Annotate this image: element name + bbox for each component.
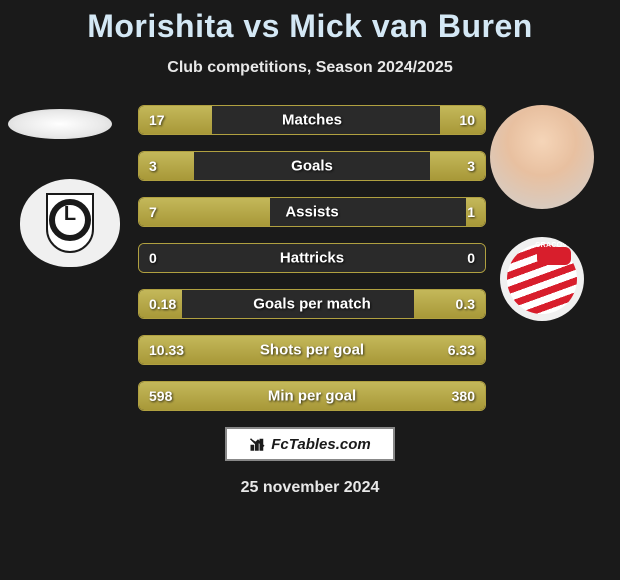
bar-left-fill xyxy=(139,152,194,180)
stat-label: Goals xyxy=(291,158,333,175)
stat-left-value: 17 xyxy=(149,112,165,128)
stat-right-value: 10 xyxy=(459,112,475,128)
chart-icon xyxy=(249,435,267,453)
stat-left-value: 0.18 xyxy=(149,296,176,312)
comparison-title: Morishita vs Mick van Buren xyxy=(0,0,620,45)
cracovia-label: CRACOVIA xyxy=(535,242,575,249)
stat-left-value: 10.33 xyxy=(149,342,184,358)
stat-left-value: 3 xyxy=(149,158,157,174)
stat-bars: 17Matches103Goals37Assists10Hattricks00.… xyxy=(138,105,486,411)
stat-label: Shots per goal xyxy=(260,342,364,359)
player-right-avatar xyxy=(490,105,594,209)
club-right-badge: CRACOVIA xyxy=(500,237,584,321)
stat-row: 7 Assists 1 xyxy=(138,197,486,227)
stat-right-value: 380 xyxy=(452,388,475,404)
stat-label: Goals per match xyxy=(253,296,371,313)
stat-right-value: 0.3 xyxy=(456,296,475,312)
stat-row: 3 Goals 3 xyxy=(138,151,486,181)
stat-label: Hattricks xyxy=(280,250,344,267)
fctables-text: FcTables.com xyxy=(271,436,370,453)
cracovia-crest-icon xyxy=(507,244,577,314)
stat-right-value: 3 xyxy=(467,158,475,174)
player-left-avatar xyxy=(8,109,112,139)
stat-label: Min per goal xyxy=(268,388,356,405)
stat-label: Matches xyxy=(282,112,342,129)
stat-row: 0.18 Goals per match 0.3 xyxy=(138,289,486,319)
stat-row: 598 Min per goal 380 xyxy=(138,381,486,411)
stat-row: 17 Matches 10 xyxy=(138,105,486,135)
stat-right-value: 0 xyxy=(467,250,475,266)
fctables-logo[interactable]: FcTables.com xyxy=(225,427,395,461)
stat-label: Assists xyxy=(285,204,338,221)
legia-crest-icon xyxy=(46,193,94,253)
stat-row: 10.33 Shots per goal 6.33 xyxy=(138,335,486,365)
bar-right-fill xyxy=(430,152,485,180)
stat-right-value: 1 xyxy=(467,204,475,220)
stat-row: 0 Hattricks 0 xyxy=(138,243,486,273)
stat-left-value: 598 xyxy=(149,388,172,404)
club-left-badge xyxy=(20,179,120,267)
stats-area: CRACOVIA 17Matches103Goals37Assists10Hat… xyxy=(0,105,620,411)
comparison-date: 25 november 2024 xyxy=(0,479,620,497)
bar-left-fill xyxy=(139,198,270,226)
comparison-subtitle: Club competitions, Season 2024/2025 xyxy=(0,59,620,77)
stat-right-value: 6.33 xyxy=(448,342,475,358)
stat-left-value: 0 xyxy=(149,250,157,266)
stat-left-value: 7 xyxy=(149,204,157,220)
